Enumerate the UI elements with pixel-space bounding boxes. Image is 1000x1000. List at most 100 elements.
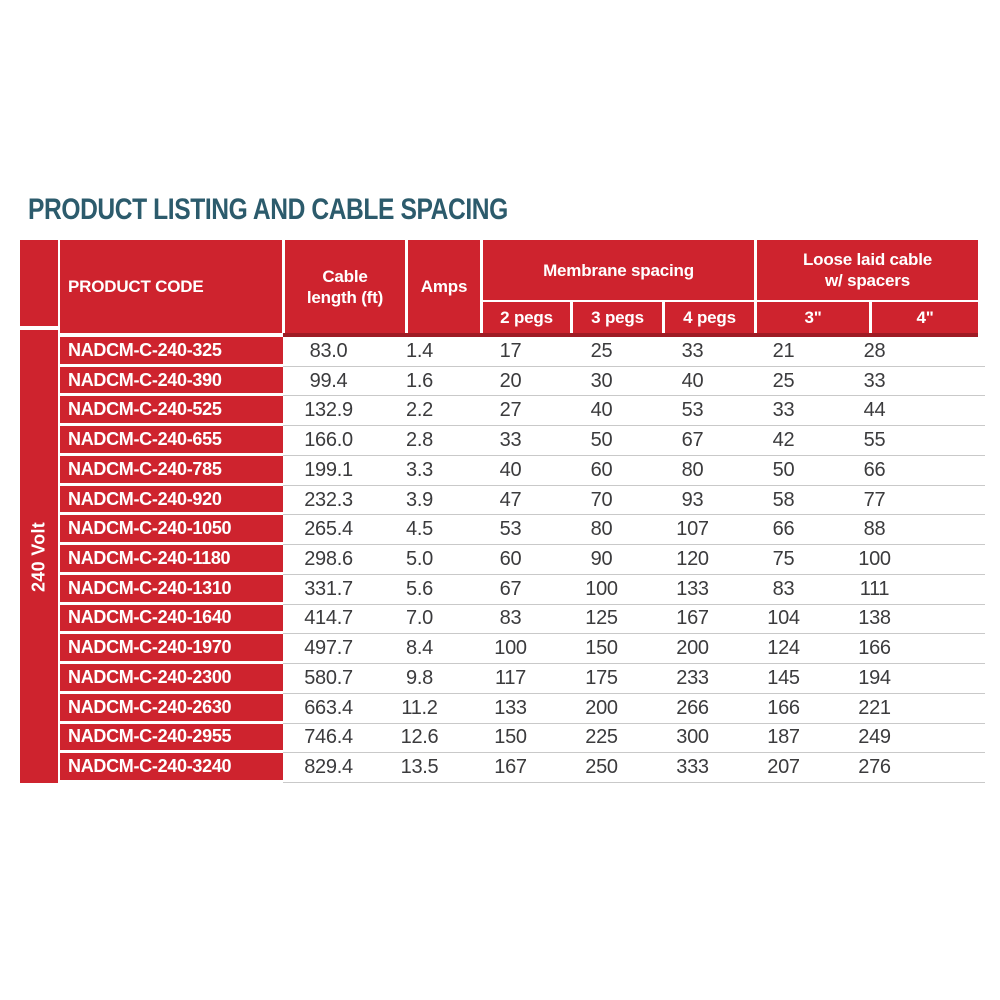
- product-code-cell: NADCM-C-240-1970: [60, 634, 283, 665]
- row-trailing-spacer: [920, 724, 985, 753]
- product-code-cell: NADCM-C-240-920: [60, 485, 283, 516]
- header-membrane-spacing-label: Membrane spacing: [543, 260, 694, 280]
- data-strip: 414.7 7.0 83 125 167 104 138: [283, 605, 985, 635]
- pegs-2-cell: 40: [499, 458, 522, 481]
- data-strip: 580.7 9.8 117 175 233 145 194: [283, 664, 985, 694]
- product-code-cell: NADCM-C-240-1640: [60, 604, 283, 635]
- pegs-4-cell: 53: [681, 399, 704, 422]
- spacer-3in-cell: 42: [772, 429, 795, 452]
- row-trailing-spacer: [920, 694, 985, 723]
- pegs-4-cell: 333: [676, 756, 709, 779]
- page-title: PRODUCT LISTING AND CABLE SPACING: [28, 193, 508, 226]
- header-4-inch: 4": [872, 302, 978, 333]
- cable-length-cell: 132.9: [304, 399, 353, 422]
- spacer-3in-cell: 207: [767, 756, 800, 779]
- pegs-2-cell: 20: [499, 369, 522, 392]
- pegs-3-cell: 125: [585, 607, 618, 630]
- table-row: NADCM-C-240-1180 298.6 5.0 60 90 120 75 100: [60, 545, 985, 575]
- header-amps-label: Amps: [420, 277, 468, 296]
- data-strip: 99.4 1.6 20 30 40 25 33: [283, 367, 985, 397]
- product-code-cell: NADCM-C-240-325: [60, 337, 283, 367]
- pegs-2-cell: 150: [494, 726, 527, 749]
- pegs-4-cell: 133: [676, 577, 709, 600]
- amps-cell: 8.4: [406, 637, 433, 660]
- spacer-4in-cell: 138: [858, 607, 891, 630]
- product-code-cell: NADCM-C-240-655: [60, 426, 283, 456]
- product-code-cell: NADCM-C-240-2955: [60, 723, 283, 754]
- pegs-3-cell: 150: [585, 637, 618, 660]
- row-trailing-spacer: [920, 664, 985, 693]
- data-strip: 497.7 8.4 100 150 200 124 166: [283, 634, 985, 665]
- header-cable-length: Cable length (ft): [285, 240, 405, 333]
- product-code-cell: NADCM-C-240-2630: [60, 693, 283, 724]
- pegs-2-cell: 33: [499, 429, 522, 452]
- header-4-pegs-label: 4 pegs: [683, 308, 736, 327]
- table-row: NADCM-C-240-325 83.0 1.4 17 25 33 21 28: [60, 337, 985, 367]
- voltage-label: 240 Volt: [28, 521, 49, 592]
- spacer-4in-cell: 276: [858, 756, 891, 779]
- cable-length-cell: 414.7: [304, 607, 353, 630]
- spacer-3in-cell: 104: [767, 607, 800, 630]
- amps-cell: 1.4: [406, 339, 433, 362]
- pegs-4-cell: 200: [676, 637, 709, 660]
- amps-cell: 3.9: [406, 488, 433, 511]
- table-row: NADCM-C-240-2630 663.4 11.2 133 200 266 166 221: [60, 693, 985, 724]
- table-row: NADCM-C-240-2955 746.4 12.6 150 225 300 187 249: [60, 723, 985, 754]
- spacer-4in-cell: 88: [863, 518, 886, 541]
- spacer-3in-cell: 66: [772, 518, 795, 541]
- pegs-3-cell: 250: [585, 756, 618, 779]
- loose-line1: Loose laid cable: [802, 250, 933, 269]
- pegs-2-cell: 133: [494, 696, 527, 719]
- data-strip: 83.0 1.4 17 25 33 21 28: [283, 337, 985, 367]
- pegs-4-cell: 107: [676, 518, 709, 541]
- header-3-pegs: 3 pegs: [573, 302, 662, 333]
- pegs-4-cell: 40: [681, 369, 704, 392]
- pegs-3-cell: 90: [590, 548, 613, 570]
- spacer-4in-cell: 111: [859, 577, 890, 600]
- pegs-3-cell: 200: [585, 696, 618, 719]
- header-product-code: PRODUCT CODE: [60, 240, 282, 333]
- spacer-4in-cell: 77: [863, 488, 886, 511]
- product-code-cell: NADCM-C-240-2300: [60, 664, 283, 694]
- pegs-2-cell: 167: [494, 756, 527, 779]
- cable-line2: length (ft): [306, 287, 384, 307]
- table-row: NADCM-C-240-3240 829.4 13.5 167 250 333 207 276: [60, 753, 985, 784]
- pegs-3-cell: 100: [585, 577, 618, 600]
- product-code-cell: NADCM-C-240-1180: [60, 545, 283, 575]
- amps-cell: 3.3: [406, 458, 433, 481]
- pegs-2-cell: 47: [499, 488, 522, 511]
- cable-length-cell: 829.4: [304, 756, 353, 779]
- header-bottom-shadow: [283, 333, 978, 337]
- data-strip: 746.4 12.6 150 225 300 187 249: [283, 724, 985, 754]
- pegs-4-cell: 80: [681, 458, 704, 481]
- pegs-2-cell: 60: [499, 548, 522, 570]
- header-loose-laid-group: Loose laid cable w/ spacers: [757, 240, 978, 300]
- row-trailing-spacer: [920, 337, 985, 366]
- pegs-4-cell: 266: [676, 696, 709, 719]
- row-trailing-spacer: [920, 367, 985, 396]
- header-3-inch: 3": [757, 302, 869, 333]
- data-strip: 232.3 3.9 47 70 93 58 77: [283, 486, 985, 516]
- product-code-cell: NADCM-C-240-390: [60, 366, 283, 397]
- pegs-2-cell: 27: [499, 399, 522, 422]
- spacer-4in-cell: 66: [863, 458, 886, 481]
- data-strip: 829.4 13.5 167 250 333 207 276: [283, 753, 985, 784]
- pegs-4-cell: 167: [676, 607, 709, 630]
- cable-length-cell: 232.3: [304, 488, 353, 511]
- pegs-3-cell: 70: [590, 488, 613, 511]
- spacer-4in-cell: 100: [858, 548, 891, 570]
- spacer-3in-cell: 166: [767, 696, 800, 719]
- pegs-3-cell: 30: [590, 369, 613, 392]
- spacer-4in-cell: 44: [863, 399, 886, 422]
- pegs-3-cell: 225: [585, 726, 618, 749]
- spacer-3in-cell: 58: [772, 488, 795, 511]
- row-trailing-spacer: [920, 753, 985, 782]
- pegs-3-cell: 175: [585, 666, 618, 689]
- amps-cell: 1.6: [406, 369, 433, 392]
- cable-length-cell: 83.0: [309, 339, 348, 362]
- pegs-4-cell: 33: [681, 339, 704, 362]
- row-trailing-spacer: [920, 545, 985, 574]
- table-row: NADCM-C-240-1310 331.7 5.6 67 100 133 83 111: [60, 574, 985, 605]
- amps-cell: 5.0: [406, 548, 433, 570]
